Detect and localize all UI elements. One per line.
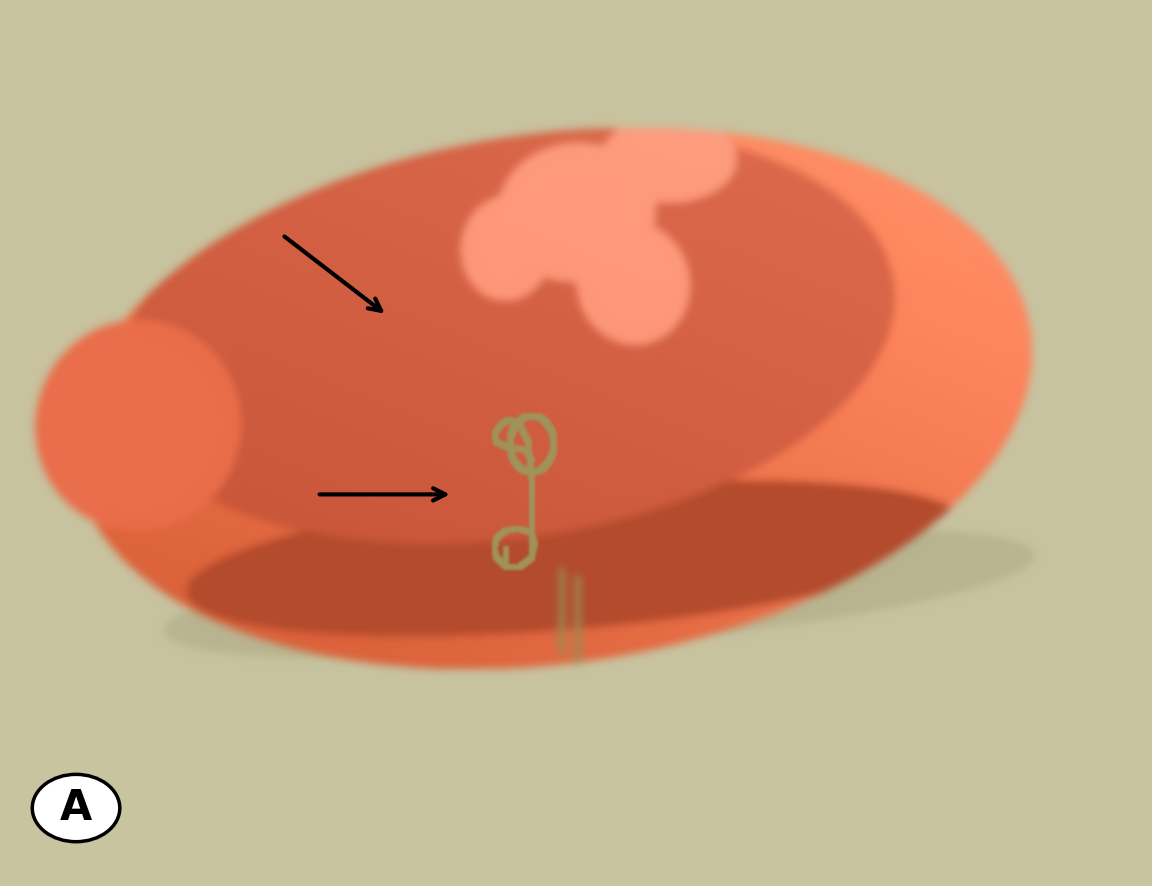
Text: A: A (60, 787, 92, 829)
Circle shape (32, 774, 120, 842)
